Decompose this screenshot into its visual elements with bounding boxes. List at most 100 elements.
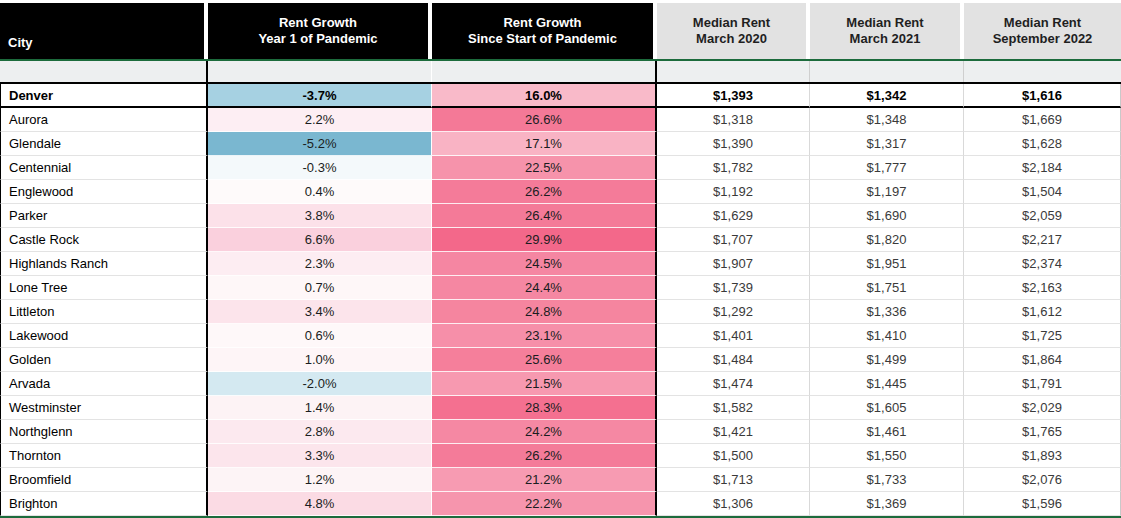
city-cell: Denver (0, 84, 208, 108)
rent-growth-yr1-cell: 3.4% (208, 300, 432, 324)
median-rent-2022-cell: $1,669 (964, 108, 1121, 132)
rent-growth-yr1-cell: 3.3% (208, 444, 432, 468)
median-rent-2022-cell: $1,893 (964, 444, 1121, 468)
header-rent-growth-yr1: Rent Growth Year 1 of Pandemic (208, 3, 432, 59)
rent-growth-since-cell: 22.5% (432, 156, 657, 180)
median-rent-2021-cell: $1,820 (810, 228, 964, 252)
table-row: Castle Rock6.6%29.9%$1,707$1,820$2,217 (0, 228, 1121, 252)
rent-growth-yr1-cell: 0.4% (208, 180, 432, 204)
rent-growth-since-cell: 26.2% (432, 180, 657, 204)
median-rent-2022-cell: $2,029 (964, 396, 1121, 420)
header-median-rent-2022: Median Rent September 2022 (964, 3, 1121, 59)
median-rent-2020-cell: $1,500 (657, 444, 810, 468)
rent-growth-since-cell: 21.2% (432, 468, 657, 492)
rent-growth-yr1-cell: 4.8% (208, 492, 432, 516)
median-rent-2020-cell: $1,401 (657, 324, 810, 348)
rent-growth-yr1-cell: 3.8% (208, 204, 432, 228)
median-rent-2022-cell: $1,765 (964, 420, 1121, 444)
city-cell: Golden (0, 348, 208, 372)
median-rent-2022-cell: $2,076 (964, 468, 1121, 492)
rent-growth-since-cell: 21.5% (432, 372, 657, 396)
median-rent-2021-cell: $1,690 (810, 204, 964, 228)
spacer-cell (0, 61, 208, 82)
table-body: Denver-3.7%16.0%$1,393$1,342$1,616Aurora… (0, 84, 1121, 516)
median-rent-2021-cell: $1,751 (810, 276, 964, 300)
table-row: Broomfield1.2%21.2%$1,713$1,733$2,076 (0, 468, 1121, 492)
median-rent-2021-cell: $1,550 (810, 444, 964, 468)
median-rent-2020-cell: $1,907 (657, 252, 810, 276)
spacer-cell (964, 61, 1121, 82)
rent-growth-since-cell: 28.3% (432, 396, 657, 420)
median-rent-2020-cell: $1,292 (657, 300, 810, 324)
rent-growth-yr1-cell: -2.0% (208, 372, 432, 396)
city-cell: Lone Tree (0, 276, 208, 300)
rent-growth-since-cell: 24.8% (432, 300, 657, 324)
table-row: Denver-3.7%16.0%$1,393$1,342$1,616 (0, 84, 1121, 108)
table-row: Highlands Ranch2.3%24.5%$1,907$1,951$2,3… (0, 252, 1121, 276)
median-rent-2021-cell: $1,499 (810, 348, 964, 372)
rent-growth-since-cell: 23.1% (432, 324, 657, 348)
median-rent-2020-cell: $1,393 (657, 84, 810, 108)
median-rent-2021-cell: $1,348 (810, 108, 964, 132)
spacer-row (0, 61, 1121, 84)
table-row: Englewood0.4%26.2%$1,192$1,197$1,504 (0, 180, 1121, 204)
median-rent-2020-cell: $1,306 (657, 492, 810, 516)
median-rent-2020-cell: $1,192 (657, 180, 810, 204)
median-rent-2021-cell: $1,777 (810, 156, 964, 180)
median-rent-2021-cell: $1,733 (810, 468, 964, 492)
city-cell: Glendale (0, 132, 208, 156)
city-cell: Centennial (0, 156, 208, 180)
table-row: Northglenn2.8%24.2%$1,421$1,461$1,765 (0, 420, 1121, 444)
median-rent-2021-cell: $1,369 (810, 492, 964, 516)
table-row: Brighton4.8%22.2%$1,306$1,369$1,596 (0, 492, 1121, 516)
median-rent-2022-cell: $2,184 (964, 156, 1121, 180)
median-rent-2021-cell: $1,336 (810, 300, 964, 324)
header-median-rent-2021: Median Rent March 2021 (810, 3, 964, 59)
rent-growth-yr1-cell: 2.2% (208, 108, 432, 132)
median-rent-2021-cell: $1,342 (810, 84, 964, 108)
rent-growth-yr1-cell: -5.2% (208, 132, 432, 156)
rent-table: City Rent Growth Year 1 of Pandemic Rent… (0, 0, 1121, 518)
median-rent-2020-cell: $1,713 (657, 468, 810, 492)
median-rent-2021-cell: $1,197 (810, 180, 964, 204)
rent-growth-since-cell: 26.6% (432, 108, 657, 132)
table-row: Westminster1.4%28.3%$1,582$1,605$2,029 (0, 396, 1121, 420)
city-cell: Littleton (0, 300, 208, 324)
rent-growth-yr1-cell: -3.7% (208, 84, 432, 108)
rent-growth-since-cell: 24.4% (432, 276, 657, 300)
spacer-cell (432, 61, 657, 82)
median-rent-2020-cell: $1,421 (657, 420, 810, 444)
header-city: City (0, 3, 208, 59)
median-rent-2021-cell: $1,605 (810, 396, 964, 420)
spacer-cell (810, 61, 964, 82)
table-header-row: City Rent Growth Year 1 of Pandemic Rent… (0, 3, 1121, 59)
median-rent-2020-cell: $1,582 (657, 396, 810, 420)
median-rent-2021-cell: $1,445 (810, 372, 964, 396)
city-cell: Castle Rock (0, 228, 208, 252)
city-cell: Thornton (0, 444, 208, 468)
rent-growth-since-cell: 17.1% (432, 132, 657, 156)
median-rent-2020-cell: $1,707 (657, 228, 810, 252)
table-row: Arvada-2.0%21.5%$1,474$1,445$1,791 (0, 372, 1121, 396)
median-rent-2022-cell: $1,596 (964, 492, 1121, 516)
city-cell: Westminster (0, 396, 208, 420)
median-rent-2022-cell: $2,217 (964, 228, 1121, 252)
rent-growth-yr1-cell: 2.8% (208, 420, 432, 444)
city-cell: Highlands Ranch (0, 252, 208, 276)
spacer-cell (208, 61, 432, 82)
median-rent-2022-cell: $1,612 (964, 300, 1121, 324)
rent-growth-yr1-cell: 1.4% (208, 396, 432, 420)
city-cell: Arvada (0, 372, 208, 396)
median-rent-2022-cell: $1,504 (964, 180, 1121, 204)
median-rent-2022-cell: $2,374 (964, 252, 1121, 276)
rent-growth-since-cell: 24.5% (432, 252, 657, 276)
rent-growth-since-cell: 26.4% (432, 204, 657, 228)
city-cell: Parker (0, 204, 208, 228)
table-row: Lakewood0.6%23.1%$1,401$1,410$1,725 (0, 324, 1121, 348)
city-cell: Northglenn (0, 420, 208, 444)
median-rent-2021-cell: $1,410 (810, 324, 964, 348)
rent-growth-since-cell: 26.2% (432, 444, 657, 468)
table-row: Golden1.0%25.6%$1,484$1,499$1,864 (0, 348, 1121, 372)
median-rent-2022-cell: $2,059 (964, 204, 1121, 228)
table-row: Glendale-5.2%17.1%$1,390$1,317$1,628 (0, 132, 1121, 156)
